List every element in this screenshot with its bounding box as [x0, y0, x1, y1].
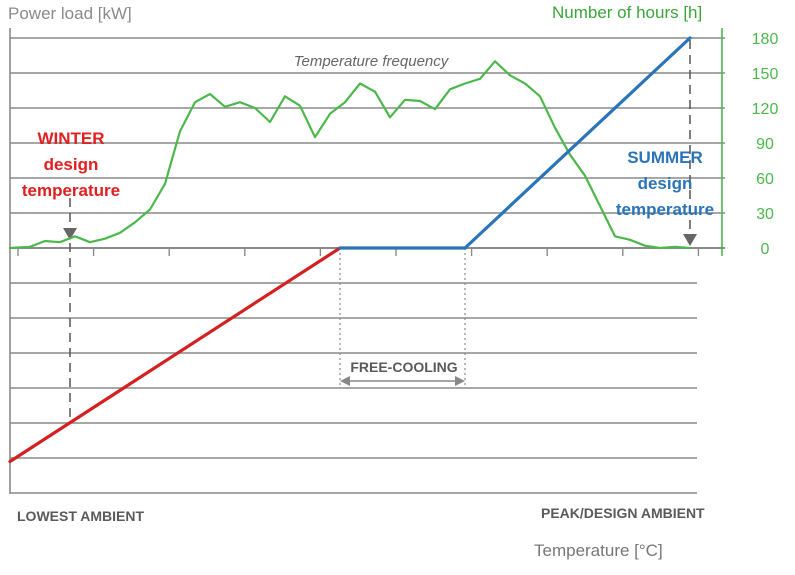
winter-label-line3: temperature: [21, 181, 121, 200]
right-axis-tick-label: 90: [756, 136, 774, 153]
right-axis-tick-label: 60: [756, 171, 774, 188]
series-line-cooling-load: [463, 36, 692, 250]
summer-label-line2: design: [637, 174, 693, 193]
winter-design-label: WINTER design temperature: [12, 126, 130, 204]
series-line-heating-load: [8, 246, 342, 464]
right-axis-tick-label: 150: [752, 66, 779, 83]
series-lines: [8, 36, 692, 464]
x-axis-ticks: [17, 248, 700, 256]
right-axis-tick-label: 30: [756, 206, 774, 223]
grid-lines: [9, 28, 725, 494]
frequency-series-title: Temperature frequency: [294, 53, 450, 70]
right-axis-tick-label: 0: [761, 241, 770, 258]
summer-design-label: SUMMER design temperature: [605, 145, 725, 223]
winter-label-line2: design: [43, 155, 99, 174]
right-axis-tick-label: 180: [752, 31, 779, 48]
summer-label-line3: temperature: [615, 200, 715, 219]
free-cooling-label: FREE-COOLING: [350, 359, 457, 375]
series-line-temperature-frequency: [8, 60, 692, 250]
lowest-ambient-label: LOWEST AMBIENT: [17, 508, 145, 524]
winter-arrow-icon: [63, 228, 77, 240]
x-axis-title: Temperature [°C]: [534, 541, 663, 560]
right-axis-title: Number of hours [h]: [552, 3, 703, 22]
free-cooling-right-arrow-icon: [455, 376, 465, 386]
free-cooling-left-arrow-icon: [340, 376, 350, 386]
peak-ambient-label: PEAK/DESIGN AMBIENT: [541, 505, 705, 521]
right-axis-tick-labels: 0 30 60 90 120 150 180: [752, 31, 779, 258]
winter-label-line1: WINTER: [37, 129, 105, 148]
design-guides: [63, 40, 697, 420]
summer-arrow-icon: [683, 234, 697, 246]
right-axis-tick-label: 120: [752, 101, 779, 118]
left-axis-title: Power load [kW]: [8, 4, 132, 23]
summer-label-line1: SUMMER: [627, 148, 703, 167]
